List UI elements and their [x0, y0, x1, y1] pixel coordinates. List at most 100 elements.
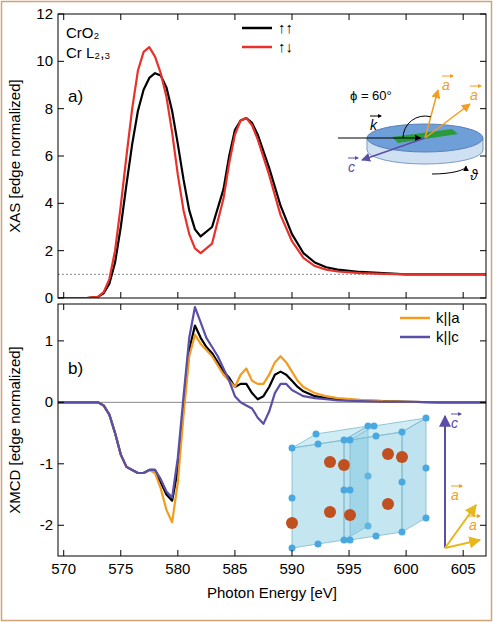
angle-label: ϕ = 60°: [350, 88, 392, 103]
vector-label: a: [470, 87, 478, 103]
lines: [58, 307, 486, 522]
x-tick-label: 590: [279, 560, 304, 577]
vector-label: c: [451, 415, 458, 431]
panel: caa-2-101570575580585590595600605XMCD [e…: [6, 304, 486, 601]
angle-arc: [403, 116, 431, 138]
x-tick: [234, 304, 235, 310]
legend-label: k||a: [436, 309, 460, 326]
a-arrow: [445, 540, 480, 548]
x-tick-label: 575: [108, 560, 133, 577]
x-tick: [120, 550, 121, 556]
chromium-atom: [286, 517, 298, 529]
oxygen-atom: [347, 537, 354, 544]
oxygen-atom: [315, 441, 322, 448]
chromium-atom: [396, 451, 408, 463]
y-tick-label: 0: [45, 289, 53, 306]
y-tick: [480, 108, 486, 109]
oxygen-atom: [341, 537, 348, 544]
x-tick-label: 600: [394, 560, 419, 577]
y-tick-label: 8: [45, 100, 53, 117]
y-tick-label: 4: [45, 194, 53, 211]
x-tick: [63, 14, 64, 20]
legend-swatch: [400, 336, 430, 339]
chromium-atom: [324, 456, 336, 468]
chromium-atom: [324, 506, 336, 518]
x-tick: [349, 304, 350, 310]
vector-bar-head: [378, 114, 382, 118]
y-tick: [480, 340, 486, 341]
x-tick-label: 595: [337, 560, 362, 577]
figure: kcaaϕ = 60°ϑ024681012XAS [edge normalize…: [0, 0, 493, 622]
chromium-atom: [382, 448, 394, 460]
series-line: [58, 307, 486, 498]
vector-label: a: [469, 517, 477, 533]
y-tick: [480, 203, 486, 204]
inset: caa: [286, 412, 481, 552]
y-tick: [58, 525, 64, 526]
x-tick: [406, 292, 407, 298]
rotation-label: ϑ: [470, 167, 479, 183]
oxygen-atom: [289, 495, 296, 502]
figure-border: [2, 2, 492, 621]
y-tick: [58, 203, 64, 204]
x-tick: [120, 14, 121, 20]
y-tick: [480, 61, 486, 62]
x-tick-label: 580: [165, 560, 190, 577]
plot-bg: [58, 304, 486, 556]
x-tick-label: 605: [451, 560, 476, 577]
legend-swatch: [400, 317, 430, 320]
x-tick: [120, 304, 121, 310]
plot-frame: [58, 14, 486, 298]
y-tick-label: -2: [40, 516, 53, 533]
chromium-atom: [344, 509, 356, 521]
oxygen-atom: [313, 431, 320, 438]
cell-face: [350, 432, 402, 540]
k-arrow: [338, 137, 421, 138]
panel-label: b): [68, 359, 83, 378]
x-tick: [63, 550, 64, 556]
x-tick: [406, 550, 407, 556]
y-tick: [480, 14, 486, 15]
oxygen-atom: [341, 437, 348, 444]
y-tick: [58, 298, 64, 299]
x-tick-label: 570: [51, 560, 76, 577]
x-tick: [291, 550, 292, 556]
y-tick: [58, 14, 64, 15]
a-arrow: [425, 104, 470, 138]
x-tick: [63, 292, 64, 298]
y-tick-label: 0: [45, 393, 53, 410]
series-line: [58, 47, 486, 298]
y-tick: [480, 298, 486, 299]
annotation: CrO₂: [66, 24, 99, 41]
x-tick: [291, 292, 292, 298]
panel: kcaaϕ = 60°ϑ024681012XAS [edge normalize…: [6, 5, 486, 306]
chromium-atom: [338, 459, 350, 471]
plot-frame: [58, 304, 486, 556]
y-tick: [58, 402, 64, 403]
x-tick: [463, 292, 464, 298]
x-tick: [234, 292, 235, 298]
vector-bar-head: [459, 484, 463, 488]
y-tick: [58, 61, 64, 62]
y-tick: [58, 108, 64, 109]
legend-swatch: [242, 27, 272, 30]
y-tick-label: -1: [40, 455, 53, 472]
rotation-arrow: [432, 166, 466, 174]
x-tick: [349, 14, 350, 20]
vector-label: k: [370, 117, 378, 133]
cell-face: [402, 418, 426, 532]
x-tick: [291, 304, 292, 310]
y-tick-label: 2: [45, 242, 53, 259]
legend-label: ↑↓: [278, 38, 293, 55]
vector-bar-head: [477, 514, 481, 518]
oxygen-atom: [371, 423, 378, 430]
series-line: [58, 335, 486, 522]
annotation: Cr L₂,₃: [66, 44, 110, 61]
x-tick: [177, 304, 178, 310]
y-tick-label: 1: [45, 332, 53, 349]
y-tick: [480, 250, 486, 251]
cell-face: [292, 440, 344, 548]
y-axis-title: XMCD [edge normalized]: [6, 346, 23, 514]
c-arrow: [444, 416, 446, 548]
panel-label: a): [68, 87, 83, 106]
